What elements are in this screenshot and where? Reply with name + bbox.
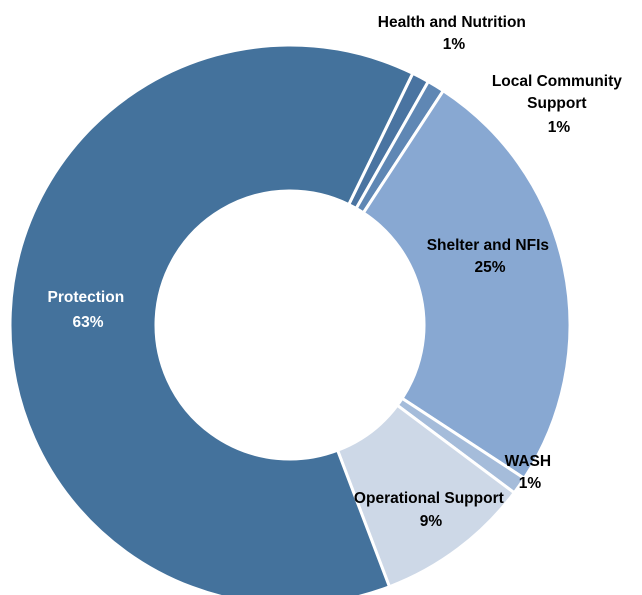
slice-label-shelter-and-nfis: Shelter and NFIs 25%	[427, 237, 554, 276]
slice-label-local-community-support: Local Community Support 1%	[492, 73, 626, 136]
slice-label-local-community-line2: Support	[527, 95, 586, 112]
slice-label-local-community-line1: Local Community	[492, 73, 622, 90]
slice-label-protection: Protection 63%	[48, 289, 129, 331]
slice-label-operational-support: Operational Support 9%	[354, 490, 508, 530]
slice-protection	[8, 43, 415, 595]
slice-shelter-and-nfis	[361, 89, 572, 480]
donut-slices	[8, 43, 572, 595]
slice-label-wash: WASH 1%	[505, 453, 556, 492]
slice-label-health-and-nutrition: Health and Nutrition 1%	[378, 14, 530, 53]
slice-labels: Health and Nutrition 1% Local Community …	[48, 14, 626, 530]
